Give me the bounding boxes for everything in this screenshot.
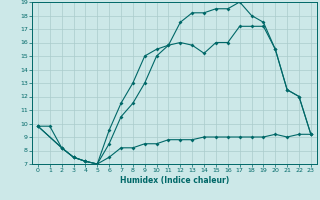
- X-axis label: Humidex (Indice chaleur): Humidex (Indice chaleur): [120, 176, 229, 185]
